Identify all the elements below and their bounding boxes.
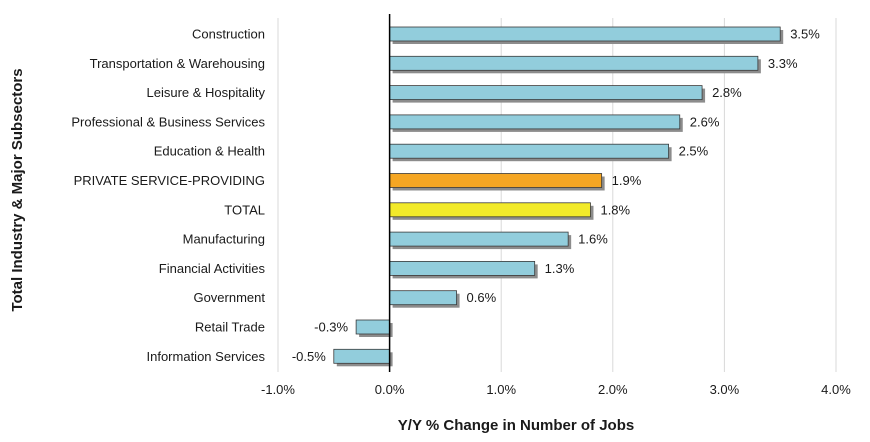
x-tick-label: -1.0% (261, 382, 295, 397)
bars (333, 26, 784, 367)
x-tick-label: 0.0% (375, 382, 405, 397)
category-label: Information Services (147, 349, 266, 364)
value-label: 2.8% (712, 85, 742, 100)
category-label: Leisure & Hospitality (147, 85, 266, 100)
value-label: 3.5% (790, 27, 820, 42)
x-tick-label: 2.0% (598, 382, 628, 397)
category-label: Manufacturing (183, 232, 265, 247)
category-labels: Construction Transportation & Warehousing… (71, 27, 265, 364)
category-label: Transportation & Warehousing (90, 56, 265, 71)
value-label: 2.6% (690, 114, 720, 129)
bar (389, 55, 759, 71)
value-label: 2.5% (679, 144, 709, 159)
x-tick-label: 4.0% (821, 382, 851, 397)
value-label: 1.6% (578, 232, 608, 247)
category-label: Retail Trade (195, 320, 265, 335)
category-label: Financial Activities (159, 261, 266, 276)
bar (389, 114, 681, 130)
bar (389, 85, 703, 100)
y-axis-title: Total Industry & Major Subsectors (9, 68, 26, 311)
bar (389, 26, 781, 42)
value-label: 1.8% (600, 202, 630, 217)
gridlines (277, 18, 837, 372)
x-tick-labels: -1.0% 0.0% 1.0% 2.0% 3.0% 4.0% (261, 382, 851, 397)
bar (389, 173, 603, 188)
category-label: Education & Health (154, 144, 265, 159)
value-label: -0.3% (314, 320, 348, 335)
value-labels: 3.5% 3.3% 2.8% 2.6% 2.5% 1.9% 1.8% 1.6%1.3% 0.6%… (292, 27, 820, 364)
bar (389, 202, 591, 218)
bar (389, 290, 457, 306)
category-label: Government (193, 290, 265, 305)
x-tick-label: 1.0% (486, 382, 516, 397)
bar (389, 143, 670, 159)
value-label: 3.3% (768, 56, 798, 71)
category-label: Professional & Business Services (71, 114, 265, 129)
x-tick-label: 3.0% (710, 382, 740, 397)
bar (389, 260, 536, 276)
category-label: Construction (192, 27, 265, 42)
bar (389, 231, 569, 247)
x-axis-title: Y/Y % Change in Number of Jobs (398, 417, 634, 434)
bar (333, 348, 390, 364)
value-label: -0.5% (292, 349, 326, 364)
value-label: 0.6% (467, 290, 497, 305)
value-label: 1.3% (545, 261, 575, 276)
bar (355, 319, 390, 335)
category-label: TOTAL (224, 202, 265, 217)
value-label: 1.9% (612, 173, 642, 188)
category-label: PRIVATE SERVICE-PROVIDING (74, 173, 265, 188)
